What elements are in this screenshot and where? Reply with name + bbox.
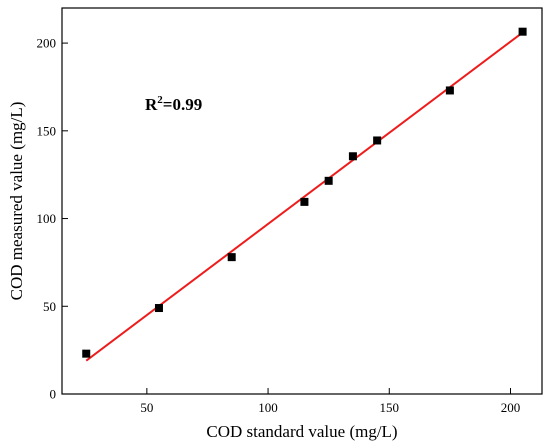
y-tick-label: 100 — [37, 211, 57, 226]
data-point — [445, 86, 454, 95]
y-axis-label: COD measured value (mg/L) — [7, 102, 26, 301]
data-point — [518, 27, 527, 36]
r-squared-superscript: 2 — [157, 94, 163, 106]
y-tick-label: 200 — [37, 36, 57, 51]
y-tick-label: 0 — [50, 387, 57, 402]
r-squared-base: R — [145, 95, 158, 114]
x-axis-label: COD standard value (mg/L) — [206, 422, 397, 441]
data-point — [373, 136, 382, 145]
regression-line — [85, 31, 524, 362]
data-point — [82, 349, 91, 358]
data-point — [227, 253, 236, 262]
plot-frame — [61, 7, 543, 395]
r-squared-annotation: R2=0.99 — [145, 94, 202, 114]
y-axis-ticks: 0 50 100 150 200 — [37, 36, 68, 402]
r-squared-value: =0.99 — [163, 95, 202, 114]
regression-line-group — [85, 31, 524, 362]
x-axis-ticks: 50 100 150 200 — [140, 388, 520, 415]
x-tick-label: 150 — [380, 400, 400, 415]
x-tick-label: 200 — [501, 400, 521, 415]
y-tick-label: 50 — [43, 299, 56, 314]
data-point — [348, 152, 357, 161]
x-tick-label: 100 — [258, 400, 278, 415]
data-point — [300, 197, 309, 206]
y-tick-label: 150 — [37, 123, 57, 138]
data-point — [324, 176, 333, 185]
x-tick-label: 50 — [140, 400, 153, 415]
data-point — [154, 304, 163, 313]
data-points — [82, 27, 527, 358]
